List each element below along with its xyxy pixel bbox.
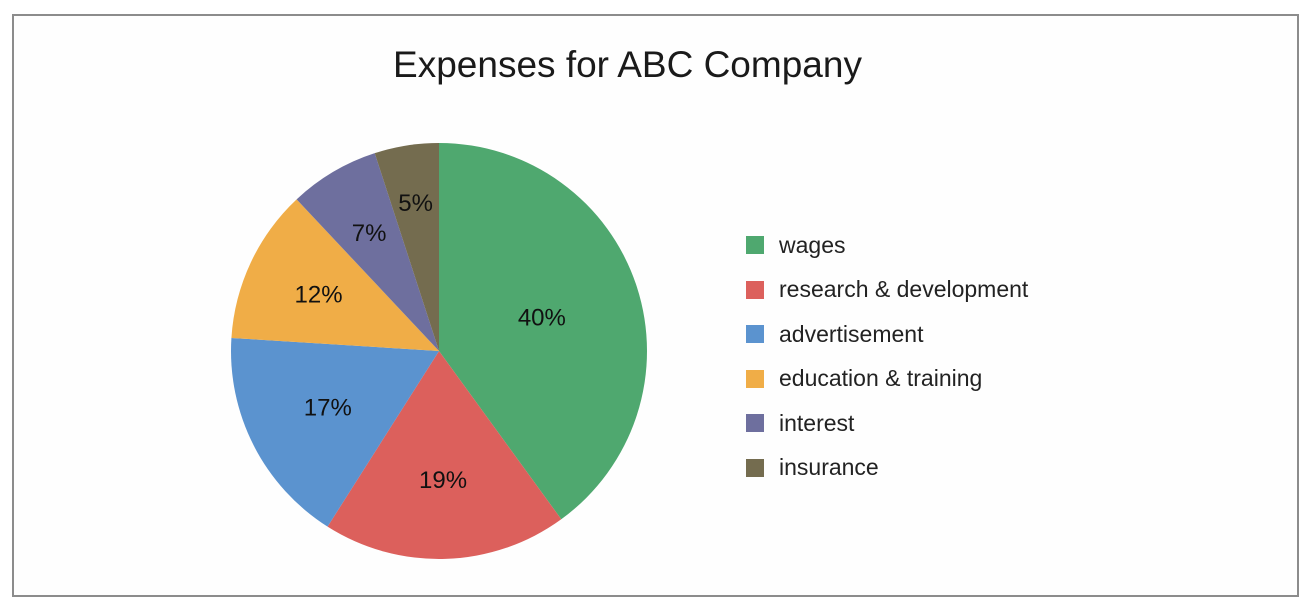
legend-label: research & development xyxy=(779,276,1029,303)
chart-title: Expenses for ABC Company xyxy=(393,44,862,85)
slice-label-wages: 40% xyxy=(518,305,566,332)
pie-slice-education-training xyxy=(231,199,439,351)
slice-label-insurance: 5% xyxy=(398,190,433,217)
legend-item: advertisement xyxy=(746,312,1028,357)
chart-frame xyxy=(12,14,1299,597)
legend-swatch xyxy=(746,414,764,433)
legend-label: interest xyxy=(779,409,855,436)
legend-label: insurance xyxy=(779,454,879,481)
legend-swatch xyxy=(746,236,764,255)
legend-swatch xyxy=(746,458,764,477)
legend-item: wages xyxy=(746,223,1028,268)
legend-swatch xyxy=(746,325,764,344)
legend-item: education & training xyxy=(746,357,1028,402)
slice-label-education-training: 12% xyxy=(295,281,343,308)
pie-slice-insurance xyxy=(374,143,439,351)
pie-slice-advertisement xyxy=(231,337,439,527)
legend-label: advertisement xyxy=(779,320,924,347)
pie-slice-interest xyxy=(296,153,439,351)
slice-label-interest: 7% xyxy=(352,220,387,247)
legend-label: wages xyxy=(779,231,846,258)
legend-item: research & development xyxy=(746,268,1028,313)
chart-legend: wages research & development advertisement… xyxy=(746,223,1028,490)
legend-swatch xyxy=(746,369,764,388)
slice-label-advertisement: 17% xyxy=(304,395,352,422)
legend-item: interest xyxy=(746,401,1028,446)
pie-slice-research-development xyxy=(327,351,562,560)
legend-swatch xyxy=(746,280,764,299)
legend-label: education & training xyxy=(779,365,983,392)
slice-label-research-development: 19% xyxy=(419,467,467,494)
pie-slice-wages xyxy=(439,143,647,520)
legend-item: insurance xyxy=(746,446,1028,491)
